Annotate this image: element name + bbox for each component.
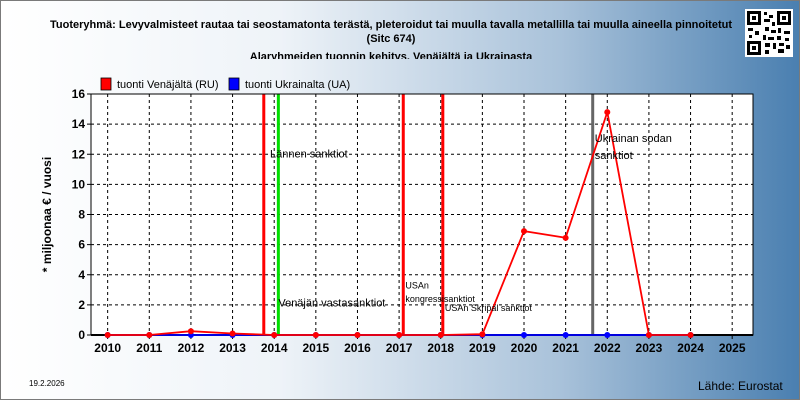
data-point <box>521 228 528 235</box>
date-stamp: 19.2.2026 <box>29 379 65 388</box>
series <box>104 109 694 338</box>
x-tick-label: 2023 <box>636 341 663 355</box>
legend-swatch <box>100 77 112 91</box>
x-tick-label: 2020 <box>511 341 538 355</box>
x-tick-label: 2011 <box>136 341 162 355</box>
x-tick-label: 2015 <box>302 341 329 355</box>
qr-code-icon <box>745 9 793 57</box>
annotation-label: Lännen sanktiot <box>270 148 348 160</box>
y-tick-label: 4 <box>78 268 85 282</box>
data-point <box>687 332 694 338</box>
x-tick-label: 2024 <box>677 341 704 355</box>
x-tick-label: 2013 <box>219 341 246 355</box>
y-tick-label: 2 <box>78 298 85 312</box>
event-lines <box>262 94 595 335</box>
x-tick-label: 2016 <box>344 341 371 355</box>
legend: tuonti Venäjältä (RU) tuonti Ukrainalta (… <box>100 77 350 91</box>
chart-title-line-3: Alaryhmeiden tuonnin kehitys, Venäjältä … <box>249 51 533 59</box>
data-point <box>187 328 194 335</box>
data-point <box>146 332 153 338</box>
legend-label: tuonti Ukrainalta (UA) <box>245 79 350 91</box>
annotations: Lännen sanktiot Venäjän vastasanktiot USAn… <box>270 133 672 313</box>
grid <box>91 93 753 335</box>
data-point <box>562 332 569 338</box>
y-tick-label: 6 <box>78 238 85 252</box>
y-tick-label: 10 <box>72 177 86 191</box>
y-tick-label: 16 <box>72 87 86 101</box>
annotation-label: USAn Skripal sanktiot <box>445 303 533 313</box>
data-point <box>271 332 278 338</box>
x-tick-label: 2012 <box>178 341 205 355</box>
x-tick-label: 2019 <box>469 341 496 355</box>
x-tick-label: 2010 <box>94 341 121 355</box>
annotation-label: Ukrainan sodan <box>595 133 672 145</box>
x-tick-label: 2025 <box>719 341 746 355</box>
data-point <box>479 331 486 338</box>
y-tick-label: 14 <box>72 117 86 131</box>
legend-label: tuonti Venäjältä (RU) <box>117 79 219 91</box>
x-tick-label: 2017 <box>386 341 413 355</box>
data-point <box>521 332 528 338</box>
data-point <box>437 332 444 338</box>
y-tick-label: 0 <box>78 328 85 342</box>
data-point <box>312 332 319 338</box>
annotation-label: Venäjän vastasanktiot <box>278 297 385 309</box>
x-tick-label: 2014 <box>261 341 288 355</box>
chart-title-line-1: Tuoteryhmä: Levyvalmisteet rautaa tai se… <box>50 19 732 31</box>
data-point <box>354 332 361 338</box>
y-axis-label: * miljoonaa € / vuosi <box>40 157 54 272</box>
data-point <box>645 332 652 338</box>
annotation-label: kongressisanktiot <box>405 294 475 304</box>
data-point <box>604 109 611 116</box>
data-point <box>562 234 569 241</box>
source-label: Lähde: Eurostat <box>698 379 783 393</box>
y-tick-label: 12 <box>72 147 86 161</box>
x-tick-label: 2018 <box>427 341 454 355</box>
y-tick-label: 8 <box>78 208 85 222</box>
annotation-label: sanktiot <box>595 150 633 162</box>
data-point <box>396 332 403 338</box>
data-point <box>104 332 111 338</box>
x-tick-label: 2021 <box>552 341 579 355</box>
legend-swatch <box>228 77 240 91</box>
chart-title-line-2: (Sitc 674) <box>366 33 416 45</box>
data-point <box>604 332 611 338</box>
annotation-label: USAn <box>405 280 429 290</box>
data-point <box>229 330 236 337</box>
x-tick-label: 2022 <box>594 341 621 355</box>
